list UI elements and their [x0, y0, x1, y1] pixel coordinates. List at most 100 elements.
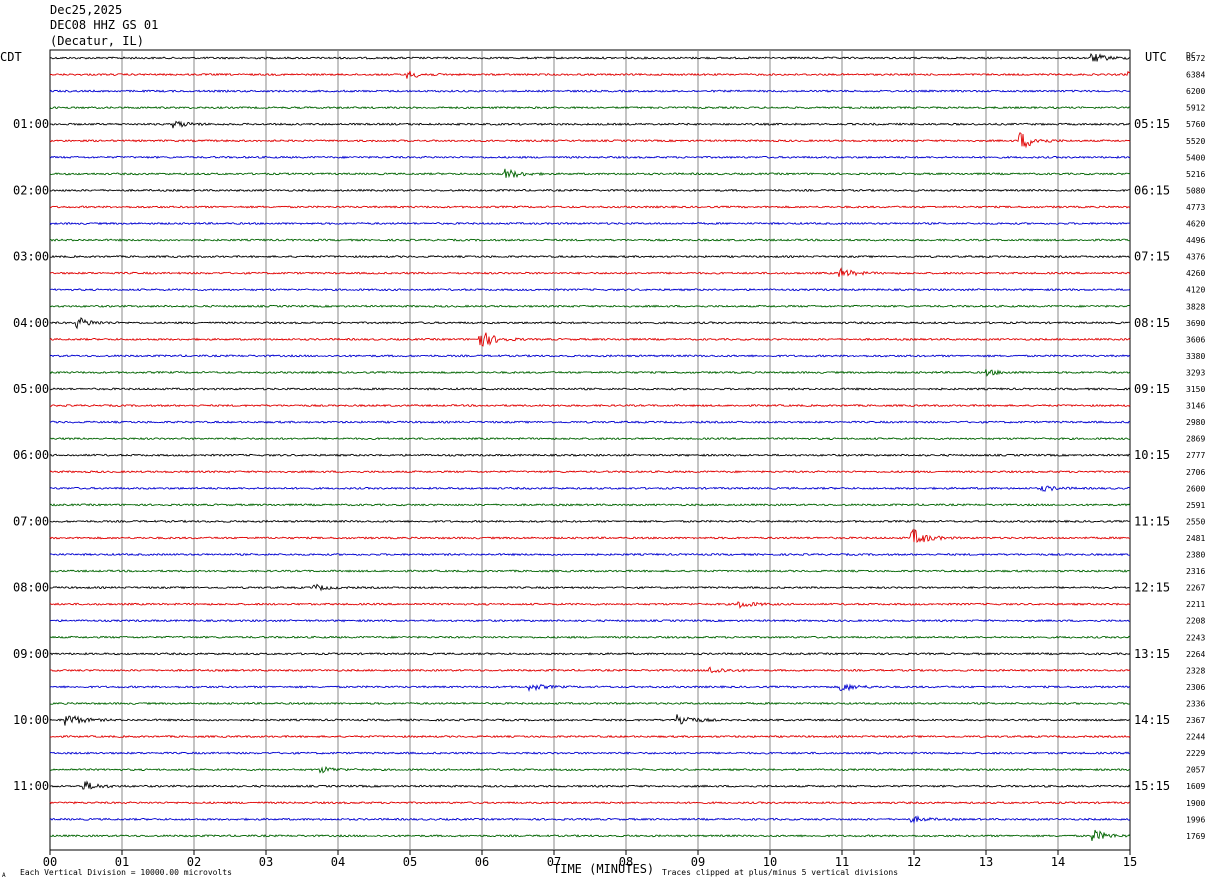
left-hour-label: 05:00	[13, 382, 49, 396]
trace-13	[49, 267, 1131, 277]
x-axis-ticks	[49, 850, 1131, 855]
trace-20	[49, 387, 1131, 391]
left-hour-label: 09:00	[13, 647, 49, 661]
dc-offset-label: 5760	[1186, 120, 1205, 129]
trace-0	[49, 52, 1131, 62]
left-hour-label: 02:00	[13, 183, 49, 197]
dc-offset-label: 5912	[1186, 104, 1205, 113]
dc-offset-label: 1609	[1186, 782, 1205, 791]
trace-35	[49, 635, 1131, 639]
dc-offset-label: 6572	[1186, 54, 1205, 63]
trace-11	[49, 238, 1131, 242]
left-timezone-label: CDT	[0, 50, 22, 64]
x-tick-label: 12	[907, 855, 921, 869]
dc-offset-label: 2367	[1186, 716, 1205, 725]
dc-offset-label: 2328	[1186, 666, 1205, 675]
dc-offset-label: 1900	[1186, 799, 1205, 808]
x-tick-label: 04	[331, 855, 345, 869]
dc-offset-label: 2591	[1186, 501, 1205, 510]
trace-46	[49, 815, 1131, 824]
x-tick-label: 10	[763, 855, 777, 869]
clip-note: Traces clipped at plus/minus 5 vertical …	[662, 868, 899, 877]
right-hour-label: 14:15	[1134, 713, 1170, 727]
trace-26	[49, 485, 1131, 492]
trace-19	[49, 369, 1131, 377]
x-tick-label: 02	[187, 855, 201, 869]
x-axis-title: TIME (MINUTES)	[553, 862, 655, 876]
dc-offset-label: 3380	[1186, 352, 1205, 361]
right-hour-label: 09:15	[1134, 382, 1170, 396]
x-tick-label: 06	[475, 855, 489, 869]
dc-offset-label: 2481	[1186, 534, 1205, 543]
trace-40	[49, 714, 1131, 726]
left-hour-label: 11:00	[13, 779, 49, 793]
trace-4	[49, 120, 1131, 129]
dc-offset-label: 4260	[1186, 269, 1205, 278]
seismic-traces	[49, 52, 1131, 841]
corner-mark: A	[2, 872, 6, 879]
trace-12	[50, 254, 1131, 259]
trace-23	[49, 436, 1131, 441]
trace-44	[49, 780, 1131, 790]
right-hour-label: 07:15	[1134, 250, 1170, 264]
trace-21	[49, 403, 1131, 408]
dc-offset-label: 2267	[1186, 584, 1205, 593]
x-tick-label: 05	[403, 855, 417, 869]
x-tick-label: 09	[691, 855, 705, 869]
right-hour-label: 12:15	[1134, 581, 1170, 595]
dc-offset-label: 4620	[1186, 220, 1205, 229]
right-timezone-label: UTC	[1145, 50, 1167, 64]
trace-25	[49, 470, 1131, 474]
dc-offset-label: 2264	[1186, 650, 1205, 659]
date-label: Dec25,2025	[50, 3, 123, 17]
x-tick-label: 08	[619, 855, 633, 869]
right-hour-label: 08:15	[1134, 316, 1170, 330]
trace-16	[49, 317, 1131, 330]
dc-offset-label: 3146	[1186, 402, 1205, 411]
dc-offset-label: 2869	[1186, 435, 1205, 444]
trace-6	[49, 155, 1131, 160]
location-label: (Decatur, IL)	[50, 34, 144, 48]
dc-offset-label: 5080	[1186, 186, 1205, 195]
dc-offset-label: 3690	[1186, 319, 1205, 328]
dc-offset-label: 4376	[1186, 253, 1205, 262]
dc-offset-label: 1996	[1186, 815, 1205, 824]
dc-offset-label: 5520	[1186, 137, 1205, 146]
trace-38	[49, 683, 1131, 692]
x-tick-label: 07	[547, 855, 561, 869]
trace-27	[49, 503, 1131, 507]
trace-28	[50, 519, 1131, 524]
dc-offset-label: 2980	[1186, 418, 1205, 427]
trace-34	[49, 618, 1131, 623]
right-hour-label: 11:15	[1134, 514, 1170, 528]
trace-45	[49, 801, 1131, 805]
trace-14	[49, 288, 1131, 292]
trace-36	[49, 651, 1131, 656]
dc-offset-label: 2316	[1186, 567, 1205, 576]
trace-42	[49, 751, 1130, 755]
dc-offset-label: 3606	[1186, 335, 1205, 344]
dc-offset-label: 2550	[1186, 517, 1205, 526]
trace-18	[49, 354, 1131, 358]
trace-32	[49, 583, 1131, 592]
left-hour-label: 08:00	[13, 581, 49, 595]
dc-offset-label: 2706	[1186, 468, 1205, 477]
right-hour-label: 15:15	[1134, 779, 1170, 793]
dc-offset-label: 3150	[1186, 385, 1205, 394]
dc-offset-label: 2243	[1186, 633, 1205, 642]
right-hour-label: 05:15	[1134, 117, 1170, 131]
dc-offset-label: 2057	[1186, 766, 1205, 775]
right-hour-label: 10:15	[1134, 448, 1170, 462]
left-hour-label: 10:00	[13, 713, 49, 727]
axis-labels: 6572 6384 6200 5912 5760 5520 5400 5216 5080 4773…	[13, 54, 1205, 869]
trace-7	[49, 168, 1131, 179]
right-hour-label: 13:15	[1134, 647, 1170, 661]
dc-offset-label: 4773	[1186, 203, 1205, 212]
dc-offset-label: 2211	[1186, 600, 1205, 609]
dc-offset-label: 2306	[1186, 683, 1205, 692]
dc-offset-label: 4496	[1186, 236, 1205, 245]
dc-offset-label: 6384	[1186, 71, 1205, 80]
x-tick-label: 01	[115, 855, 129, 869]
x-tick-label: 03	[259, 855, 273, 869]
